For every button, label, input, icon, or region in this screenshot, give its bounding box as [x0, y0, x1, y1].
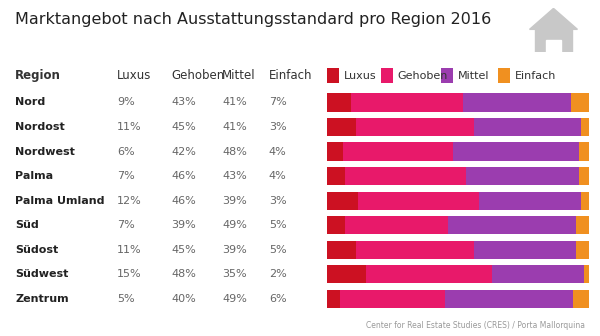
Text: Nordwest: Nordwest [15, 146, 75, 157]
Text: 42%: 42% [171, 146, 196, 157]
Text: 39%: 39% [222, 196, 247, 206]
Text: 5%: 5% [269, 245, 286, 255]
Text: 7%: 7% [117, 171, 135, 181]
Text: Mittel: Mittel [458, 71, 490, 81]
Text: 43%: 43% [222, 171, 247, 181]
Polygon shape [546, 40, 561, 52]
Text: Center for Real Estate Studies (CRES) / Porta Mallorquina: Center for Real Estate Studies (CRES) / … [366, 321, 585, 330]
Text: 5%: 5% [117, 294, 134, 304]
Polygon shape [530, 8, 577, 29]
Text: Region: Region [15, 69, 61, 82]
Text: Palma: Palma [15, 171, 53, 181]
Text: Südost: Südost [15, 245, 58, 255]
Text: 41%: 41% [222, 97, 247, 108]
Text: Einfach: Einfach [269, 69, 313, 82]
Text: Südwest: Südwest [15, 269, 68, 279]
Text: 49%: 49% [222, 294, 247, 304]
Text: Palma Umland: Palma Umland [15, 196, 104, 206]
Text: 35%: 35% [222, 269, 247, 279]
Text: 48%: 48% [171, 269, 196, 279]
Text: 46%: 46% [171, 171, 196, 181]
Text: 4%: 4% [269, 146, 287, 157]
Text: 3%: 3% [269, 122, 286, 132]
Text: Luxus: Luxus [344, 71, 376, 81]
Text: 49%: 49% [222, 220, 247, 230]
Text: 39%: 39% [171, 220, 196, 230]
Text: 5%: 5% [269, 220, 286, 230]
Text: 40%: 40% [171, 294, 196, 304]
Text: 4%: 4% [269, 171, 287, 181]
Text: 48%: 48% [222, 146, 247, 157]
Text: Gehoben: Gehoben [398, 71, 448, 81]
Text: Gehoben: Gehoben [171, 69, 224, 82]
Text: 45%: 45% [171, 245, 196, 255]
Text: 45%: 45% [171, 122, 196, 132]
Text: Nord: Nord [15, 97, 45, 108]
Text: Luxus: Luxus [117, 69, 151, 82]
Polygon shape [535, 29, 572, 52]
Text: 2%: 2% [269, 269, 287, 279]
Text: 7%: 7% [117, 220, 135, 230]
Text: Mittel: Mittel [222, 69, 256, 82]
Text: 9%: 9% [117, 97, 135, 108]
Text: Zentrum: Zentrum [15, 294, 68, 304]
Text: Nordost: Nordost [15, 122, 65, 132]
Text: 11%: 11% [117, 122, 142, 132]
Text: 11%: 11% [117, 245, 142, 255]
Text: 43%: 43% [171, 97, 196, 108]
Text: 6%: 6% [269, 294, 286, 304]
Text: 39%: 39% [222, 245, 247, 255]
Text: Süd: Süd [15, 220, 39, 230]
Text: 12%: 12% [117, 196, 142, 206]
Text: 41%: 41% [222, 122, 247, 132]
Text: Einfach: Einfach [515, 71, 556, 81]
Text: 46%: 46% [171, 196, 196, 206]
Text: 7%: 7% [269, 97, 287, 108]
Text: Marktangebot nach Ausstattungsstandard pro Region 2016: Marktangebot nach Ausstattungsstandard p… [15, 12, 491, 27]
Text: 3%: 3% [269, 196, 286, 206]
Text: 6%: 6% [117, 146, 134, 157]
Text: 15%: 15% [117, 269, 142, 279]
